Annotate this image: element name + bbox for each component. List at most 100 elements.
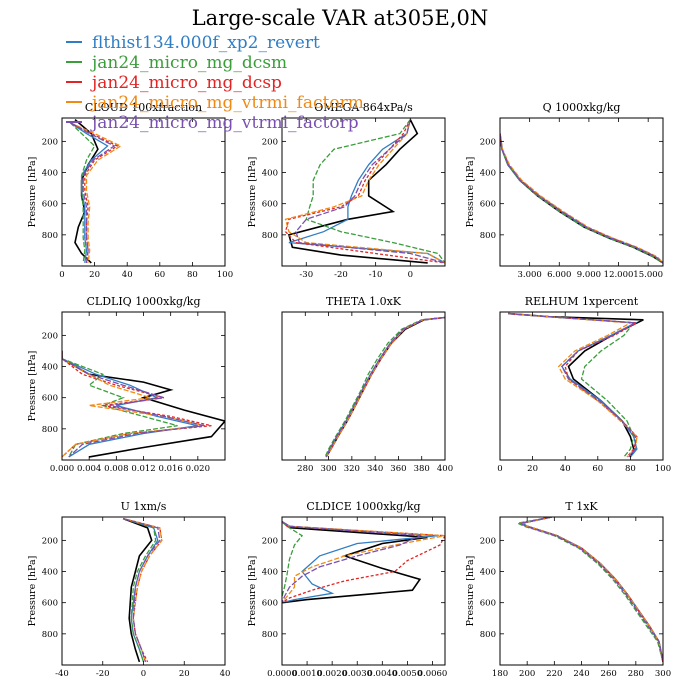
x-tick-label: 20 [179,669,190,679]
x-tick-label: 0.0030 [342,669,372,679]
x-tick-label: 0 [59,270,64,280]
x-tick-label: 60 [592,464,603,474]
legend-item: jan24_micro_mg_dcsp [66,73,282,93]
y-tick-label: 200 [480,536,496,546]
series-line-black [508,312,644,458]
series-line-blue [122,517,159,663]
y-axis-label: Pressure [hPa] [247,556,258,627]
legend-item: jan24_micro_mg_vtrmi_factorp [66,113,359,133]
panel-8: CLDICE 1000xkg/kg 0.00000.00100.00200.003… [247,500,447,679]
x-tick-label: 280 [297,464,313,474]
y-tick-label: 400 [42,169,58,179]
panel-title: CLOUD 100xfraction [85,101,202,114]
x-tick-label: -10 [369,270,383,280]
x-tick-label: 320 [344,464,360,474]
y-tick-label: 200 [262,536,278,546]
panels: CLOUD 100xfraction 0 20 40 60 80 100 200 400 600 8… [27,101,671,679]
y-tick-label: 800 [42,231,58,241]
y-tick-label: 600 [42,599,58,609]
series-line-blue [325,316,445,458]
x-tick-label: 9.000 [577,270,601,280]
y-tick-label: 200 [262,137,278,147]
y-tick-label: 800 [262,231,278,241]
y-tick-label: 400 [42,363,58,373]
y-axis-label: Pressure [hPa] [247,157,258,228]
series-line-green [69,122,96,263]
x-tick-label: 220 [546,669,562,679]
series-line-orange [122,517,163,663]
plot-frame [499,117,664,267]
panel-title: OMEGA 864xPa/s [314,101,413,114]
series-line-green [508,312,635,458]
y-tick-label: 400 [42,568,58,578]
y-axis-label: Pressure [hPa] [27,351,38,422]
panel-3: Q 1000xkg/kg 3.000 6.000 9.000 12.000 15.000 2… [465,101,664,280]
panel-title: THETA 1.0xK [326,295,402,308]
series-line-orange [282,521,445,604]
panel-2: OMEGA 864xPa/s -30 -20 -10 0 200 400 600 800 Pres… [247,101,446,280]
panel-9: T 1xK 180 200 220 240 260 280 300 200 400 600 800 Pr… [465,500,671,679]
panel-title: CLDICE 1000xkg/kg [306,500,420,513]
y-tick-label: 800 [480,231,496,241]
legend-label: jan24_micro_mg_vtrmi_factorp [90,113,359,133]
series-line-black [287,119,428,264]
series-line-purple [282,521,423,603]
panel-title: T 1xK [565,500,598,513]
series-line-orange [508,312,638,458]
y-tick-label: 400 [262,568,278,578]
x-tick-label: 300 [320,464,336,474]
x-tick-label: 0.016 [158,464,182,474]
series-line-black [500,133,663,264]
y-tick-label: 200 [42,331,58,341]
series-line-black [325,316,445,458]
legend-item: flthist134.000f_xp2_revert [66,33,320,53]
x-tick-label: 60 [154,270,165,280]
legend-item: jan24_micro_mg_dcsm [66,53,287,73]
series-line-orange [325,316,445,458]
series-line-blue [508,312,638,458]
x-tick-label: 6.000 [547,270,571,280]
x-tick-label: 40 [122,270,133,280]
y-tick-label: 200 [42,536,58,546]
y-tick-label: 600 [480,200,496,210]
series-line-purple [69,122,116,263]
figure-title: Large-scale VAR at305E,0N [192,6,489,30]
series-line-blue [500,133,663,264]
panel-7: U 1xm/s -40 -20 0 20 40 200 400 600 800 Pressure [… [27,500,230,679]
y-tick-label: 600 [262,200,278,210]
legend-label: jan24_micro_mg_vtrmi_factorm [90,93,364,113]
x-tick-label: 400 [437,464,453,474]
series-line-green [324,316,445,458]
series-line-green [282,521,304,597]
x-tick-label: 0.0040 [367,669,397,679]
y-axis-label: Pressure [hPa] [27,556,38,627]
x-tick-label: -30 [299,270,313,280]
y-axis-label: Pressure [hPa] [465,556,476,627]
series-line-black [62,350,225,458]
series-line-blue [62,350,198,458]
x-tick-label: 80 [187,270,198,280]
series-line-green [62,350,178,458]
series-line-purple [500,133,663,264]
x-tick-label: -40 [55,669,69,679]
x-tick-label: 100 [217,270,233,280]
x-tick-label: 20 [89,270,100,280]
x-tick-label: 20 [527,464,538,474]
x-tick-label: 200 [519,669,535,679]
plot-frame [499,516,664,666]
series-line-purple [295,119,445,264]
plot-frame [499,311,664,461]
x-tick-label: 180 [492,669,508,679]
series-line-black [122,517,153,663]
plot-frame [281,516,446,666]
panel-title: U 1xm/s [121,500,167,513]
series-line-purple [518,517,663,663]
series-line-black [74,118,99,264]
plot-frame [61,516,226,666]
series-line-red [62,350,212,458]
x-tick-label: 3.000 [517,270,541,280]
x-tick-label: 380 [414,464,430,474]
y-tick-label: 600 [42,394,58,404]
x-tick-label: 0.0060 [418,669,448,679]
